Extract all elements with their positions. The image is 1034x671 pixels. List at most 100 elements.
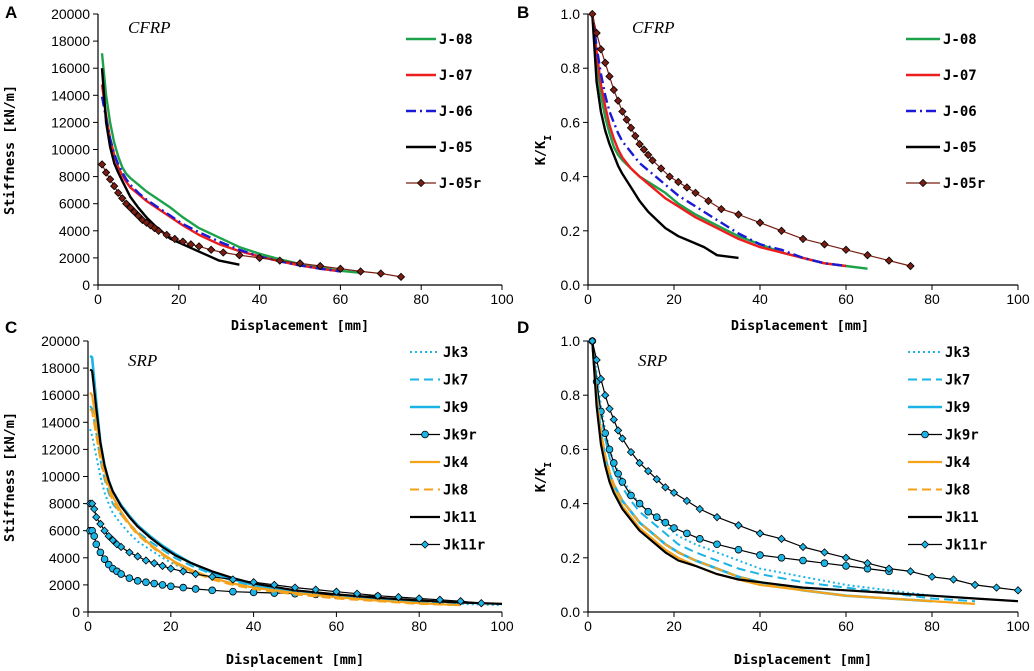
y-tick-label: 6000 xyxy=(59,196,90,212)
panel-A: A 0 2000 4000 6000 8000 10000 12000 14000 16000 18… xyxy=(2,3,514,334)
data-point xyxy=(206,245,216,254)
data-point xyxy=(133,552,142,561)
legend-label: J-07 xyxy=(943,68,977,84)
data-point xyxy=(596,374,606,384)
data-point xyxy=(588,9,597,19)
legend-label: Jk9 xyxy=(945,400,970,416)
data-point xyxy=(90,504,99,514)
data-point xyxy=(162,230,171,240)
legend-label: Jk11r xyxy=(945,538,987,554)
y-axis-label: K/KI xyxy=(533,462,554,492)
legend-marker xyxy=(921,430,929,439)
data-point xyxy=(311,585,320,594)
legend-marker xyxy=(421,430,429,439)
legend-item-Jk9r: Jk9r xyxy=(908,428,979,444)
data-point xyxy=(373,591,382,600)
series-Jk8 xyxy=(591,340,976,605)
data-point xyxy=(275,256,284,265)
data-point xyxy=(613,96,623,105)
x-tick-label: 60 xyxy=(333,291,349,307)
data-point xyxy=(841,245,851,254)
data-point xyxy=(644,150,653,160)
data-point xyxy=(661,483,670,492)
data-point xyxy=(100,526,109,535)
legend-marker xyxy=(918,178,928,188)
legend-item-Jk7: Jk7 xyxy=(410,373,468,389)
data-point xyxy=(652,475,661,484)
data-point xyxy=(1013,586,1023,595)
data-point xyxy=(125,574,134,582)
data-point xyxy=(142,578,150,586)
legend-label: J-05 xyxy=(439,140,473,156)
y-tick-label: 1.0 xyxy=(561,333,581,349)
data-point xyxy=(644,507,652,516)
legend-label: Jk9 xyxy=(443,400,468,416)
data-point xyxy=(117,570,125,578)
panel-D: D 0.0 0.2 0.4 0.6 0.8 1.0 0 20 40 60 80 100 Displacem… xyxy=(517,318,1030,668)
data-point xyxy=(316,261,325,271)
series-J-08 xyxy=(100,53,361,274)
x-tick-label: 0 xyxy=(84,618,92,634)
legend-label: Jk11 xyxy=(443,510,477,526)
y-tick-label: 10000 xyxy=(51,142,90,158)
y-tick-label: 2000 xyxy=(59,250,90,266)
y-tick-label: 0 xyxy=(72,604,80,620)
legend-item-Jk7: Jk7 xyxy=(908,373,970,389)
y-tick-label: 4000 xyxy=(49,550,80,566)
series-line xyxy=(100,96,341,273)
series-Jk7 xyxy=(591,340,976,603)
data-point xyxy=(122,199,131,208)
data-point xyxy=(179,567,188,576)
series-line xyxy=(591,13,847,268)
series-J-07 xyxy=(591,13,847,268)
x-tick-label: 20 xyxy=(666,291,682,307)
x-tick-label: 40 xyxy=(246,618,262,634)
legend-item-Jk11r: Jk11r xyxy=(410,538,485,554)
y-axis-label: Stiffness [kN/m] xyxy=(2,85,18,215)
data-point xyxy=(219,248,228,257)
data-point xyxy=(150,579,159,588)
legend-item-J-07: J-07 xyxy=(906,68,977,84)
data-point xyxy=(970,580,980,590)
data-point xyxy=(927,572,937,581)
data-point xyxy=(194,242,204,251)
data-point xyxy=(863,559,872,568)
data-point xyxy=(691,188,700,198)
x-tick-label: 20 xyxy=(163,618,179,634)
legend-label: J-05r xyxy=(943,176,985,192)
series-line xyxy=(89,408,461,607)
data-point xyxy=(228,575,238,584)
series-J-08 xyxy=(591,13,868,270)
x-tick-label: 100 xyxy=(490,618,514,634)
data-point xyxy=(229,587,237,596)
data-point xyxy=(626,447,636,457)
data-point xyxy=(96,519,105,529)
legend-item-Jk8: Jk8 xyxy=(410,483,468,499)
data-point xyxy=(669,488,679,497)
series-Jk11r xyxy=(85,499,486,608)
x-tick-label: 0 xyxy=(584,618,592,634)
series-J-06 xyxy=(100,96,341,273)
data-point xyxy=(170,234,179,244)
data-point xyxy=(734,210,743,219)
series-J-06 xyxy=(591,13,847,268)
y-tick-label: 0.4 xyxy=(561,496,581,512)
series-line xyxy=(100,68,240,266)
data-point xyxy=(618,478,627,486)
y-tick-label: 10000 xyxy=(41,469,80,485)
series-line xyxy=(89,405,461,605)
data-point xyxy=(295,259,305,268)
y-tick-label: 0.6 xyxy=(561,114,581,130)
data-point xyxy=(906,567,915,576)
data-point xyxy=(477,599,486,608)
data-point xyxy=(695,504,704,514)
data-point xyxy=(114,188,123,198)
legend-item-Jk4: Jk4 xyxy=(908,455,970,471)
data-point xyxy=(118,194,127,203)
y-tick-label: 0.2 xyxy=(561,223,581,239)
data-point xyxy=(704,196,713,206)
data-point xyxy=(820,240,829,249)
legend-item-Jk11: Jk11 xyxy=(908,510,979,526)
y-tick-label: 8000 xyxy=(59,169,90,185)
x-tick-label: 100 xyxy=(1006,291,1030,307)
